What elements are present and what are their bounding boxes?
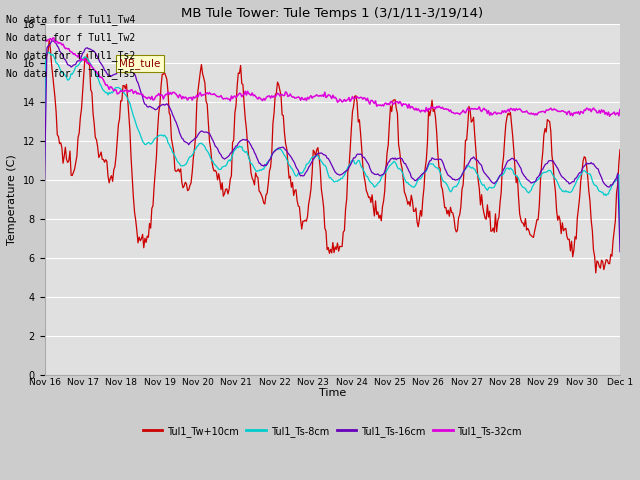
Text: No data for f Tul1_Tw2: No data for f Tul1_Tw2 [6,32,136,43]
Y-axis label: Temperature (C): Temperature (C) [7,154,17,245]
Text: No data for f Tul1_Tw4: No data for f Tul1_Tw4 [6,13,136,24]
Text: No data for f Tul1_Ts5: No data for f Tul1_Ts5 [6,68,136,79]
Title: MB Tule Tower: Tule Temps 1 (3/1/11-3/19/14): MB Tule Tower: Tule Temps 1 (3/1/11-3/19… [181,7,483,20]
X-axis label: Time: Time [319,388,346,398]
Text: No data for f Tul1_Ts2: No data for f Tul1_Ts2 [6,50,136,61]
Text: MB_tule: MB_tule [120,58,161,69]
Legend: Tul1_Tw+10cm, Tul1_Ts-8cm, Tul1_Ts-16cm, Tul1_Ts-32cm: Tul1_Tw+10cm, Tul1_Ts-8cm, Tul1_Ts-16cm,… [139,422,526,441]
